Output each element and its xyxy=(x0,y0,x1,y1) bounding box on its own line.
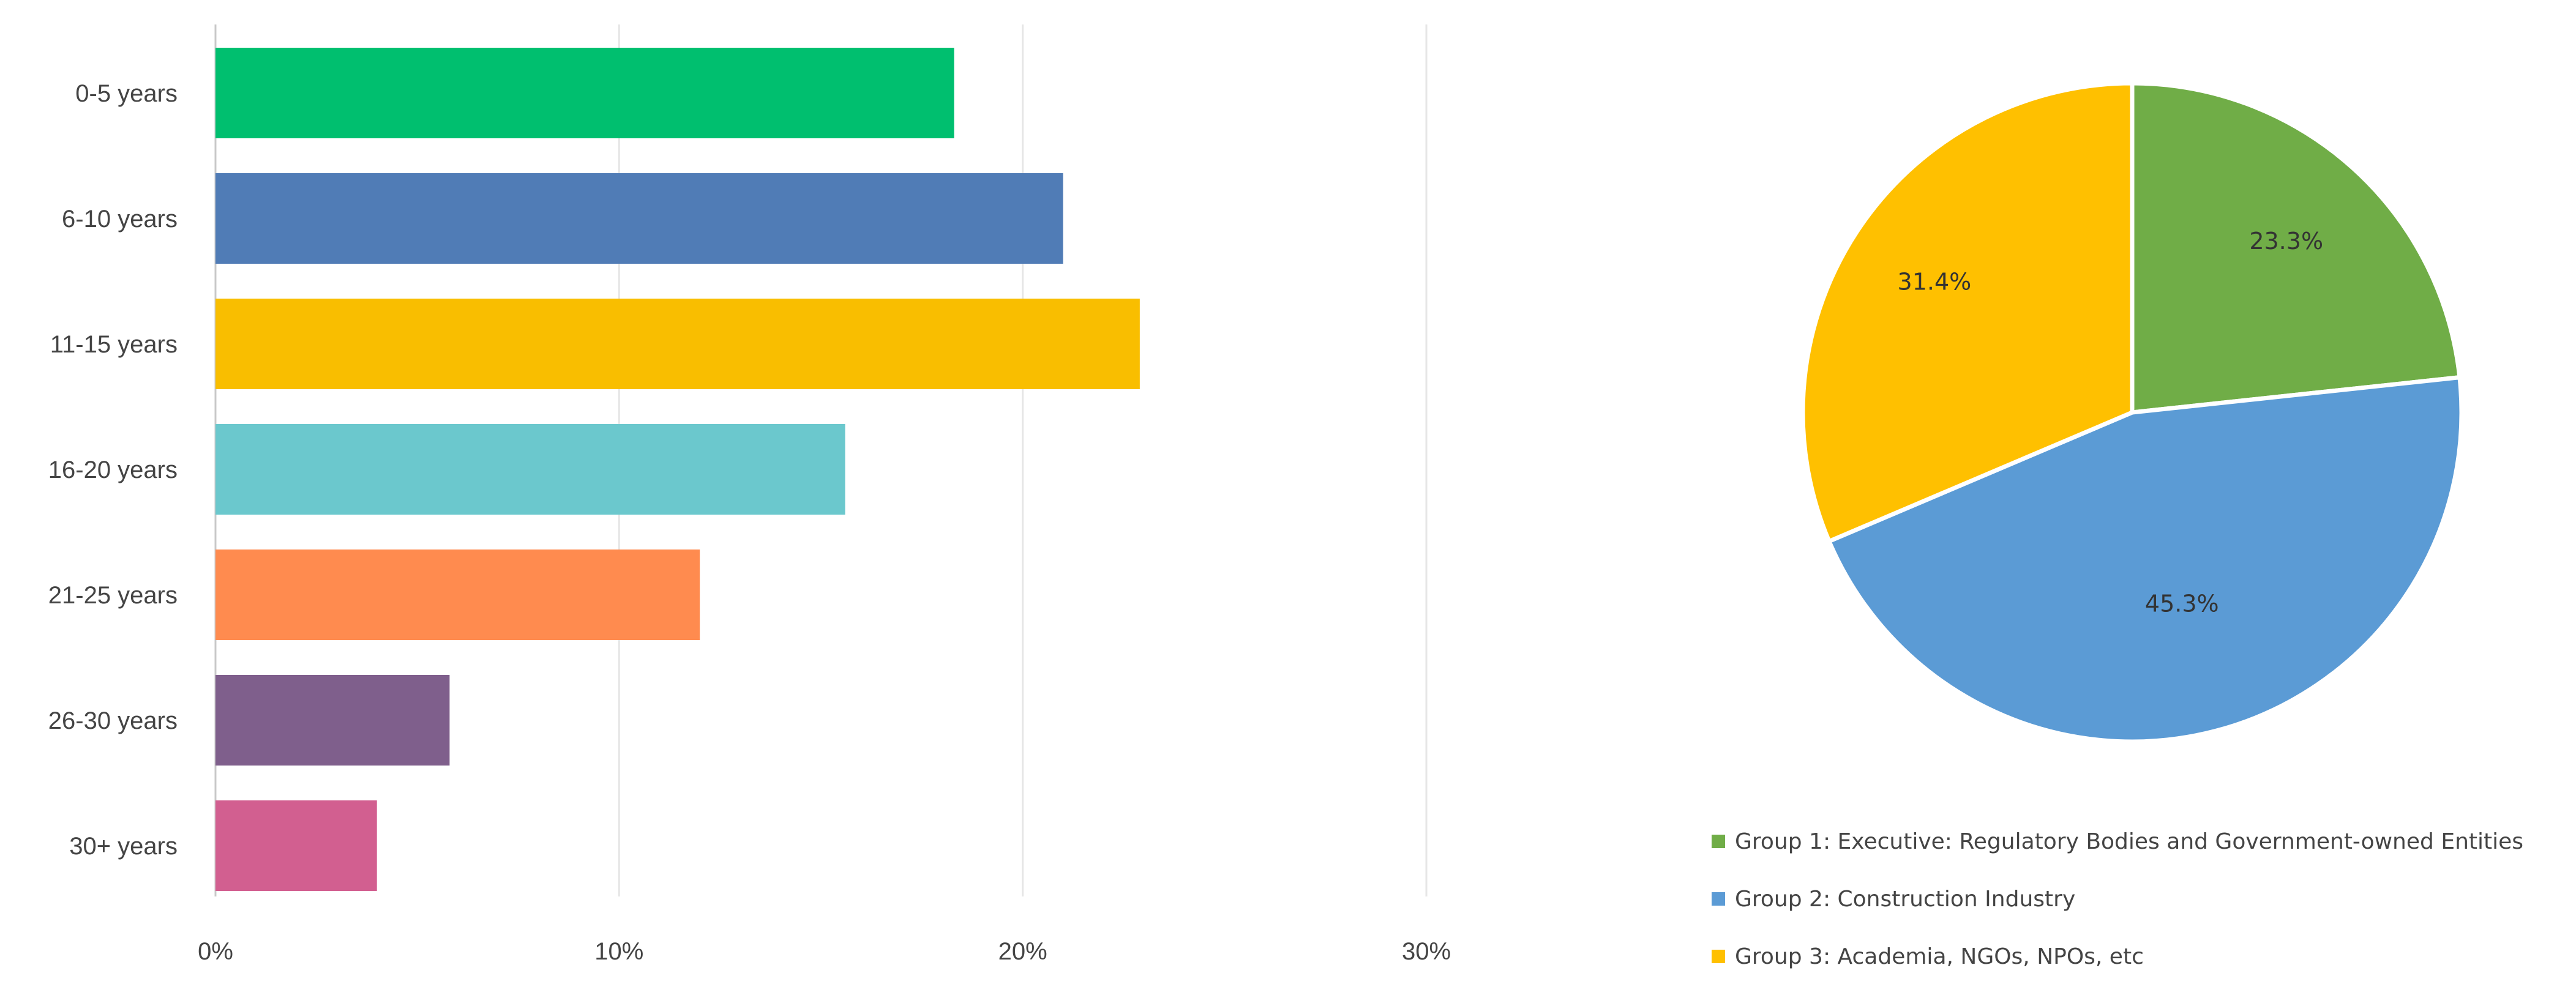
pie-slice-group-3 xyxy=(1800,81,2135,545)
pie-slice-group-2 xyxy=(1826,374,2464,744)
bar-0-5-years xyxy=(215,48,954,138)
category-labels: 0-5 years 6-10 years 11-15 years 16-20 year… xyxy=(48,80,178,860)
pie-slice-label-group-1: 23.3% xyxy=(2249,228,2323,255)
pie-legend: Group 1: Executive: Regulatory Bodies an… xyxy=(1712,827,2569,1000)
x-tick-label: 10% xyxy=(594,938,643,965)
legend-swatch-group-3 xyxy=(1712,950,1725,963)
pie-slice-label-group-3: 31.4% xyxy=(1898,268,1972,295)
bar-16-20-years xyxy=(215,424,845,515)
bar-26-30-years xyxy=(215,675,450,766)
x-tick-label: 20% xyxy=(998,938,1047,965)
category-label: 11-15 years xyxy=(50,331,178,358)
category-label: 26-30 years xyxy=(48,707,178,734)
legend-label-group-3: Group 3: Academia, NGOs, NPOs, etc xyxy=(1735,944,2144,969)
pie-slice-labels: 23.3% 45.3% 31.4% xyxy=(1898,228,2324,617)
legend-label-group-1: Group 1: Executive: Regulatory Bodies an… xyxy=(1735,829,2524,854)
pie-slice-group-1 xyxy=(2130,81,2462,415)
legend-item-group-3: Group 3: Academia, NGOs, NPOs, etc xyxy=(1712,942,2569,971)
bar-chart: 0-5 years 6-10 years 11-15 years 16-20 year… xyxy=(48,24,1451,965)
bar-21-25-years xyxy=(215,550,700,640)
legend-item-group-1: Group 1: Executive: Regulatory Bodies an… xyxy=(1712,827,2569,855)
x-tick-label: 30% xyxy=(1402,938,1451,965)
legend-label-group-2: Group 2: Construction Industry xyxy=(1735,886,2076,912)
category-label: 30+ years xyxy=(69,833,178,860)
legend-item-group-2: Group 2: Construction Industry xyxy=(1712,885,2569,913)
bar-11-15-years xyxy=(215,299,1140,389)
pie-slices xyxy=(1800,81,2464,744)
legend-swatch-group-1 xyxy=(1712,835,1725,848)
pie-slice-label-group-2: 45.3% xyxy=(2145,590,2219,617)
category-label: 21-25 years xyxy=(48,582,178,609)
bars xyxy=(215,48,1140,891)
x-tick-labels: 0% 10% 20% 30% xyxy=(198,938,1451,965)
x-tick-label: 0% xyxy=(198,938,233,965)
bar-6-10-years xyxy=(215,173,1063,264)
category-label: 6-10 years xyxy=(62,206,178,233)
category-label: 0-5 years xyxy=(75,80,178,107)
category-label: 16-20 years xyxy=(48,456,178,483)
bar-30-years xyxy=(215,800,377,891)
legend-swatch-group-2 xyxy=(1712,892,1725,906)
pie-chart: 23.3% 45.3% 31.4% xyxy=(1800,81,2464,744)
